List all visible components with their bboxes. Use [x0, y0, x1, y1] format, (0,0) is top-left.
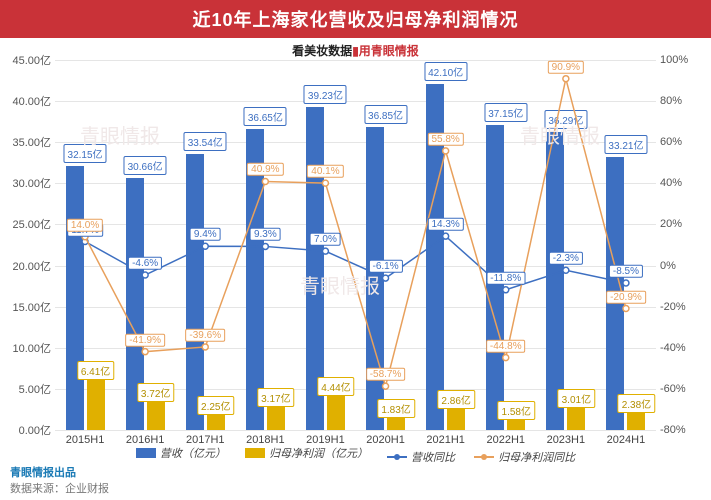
footer-source: 数据来源：企业财报	[10, 480, 701, 496]
revenue-yoy-label: 7.0%	[310, 233, 341, 246]
y-right-tick: -20%	[656, 301, 711, 313]
y-left-tick: 35.00亿	[0, 134, 55, 150]
y-left-tick: 0.00亿	[0, 422, 55, 438]
profit-yoy-label: 90.9%	[548, 61, 584, 74]
revenue-yoy-label: -6.1%	[368, 260, 402, 273]
y-left-tick: 30.00亿	[0, 175, 55, 191]
revenue-yoy-line	[85, 236, 626, 290]
y-right-tick: -80%	[656, 424, 711, 436]
revenue-yoy-label: -11.8%	[486, 272, 525, 285]
revenue-yoy-label: -8.5%	[609, 265, 643, 278]
y-left-tick: 45.00亿	[0, 52, 55, 68]
revenue-yoy-label: 9.3%	[250, 228, 281, 241]
profit-yoy-label: -39.6%	[185, 329, 225, 342]
y-right-tick: -60%	[656, 383, 711, 395]
y-right-tick: 40%	[656, 177, 711, 189]
profit-yoy-label: 40.1%	[307, 165, 343, 178]
chart-area: 32.15亿6.41亿2015H130.66亿3.72亿2016H133.54亿…	[55, 60, 656, 430]
footer-brand: 青眼情报出品	[10, 464, 701, 480]
y-left-tick: 40.00亿	[0, 93, 55, 109]
y-left-tick: 25.00亿	[0, 216, 55, 232]
y-left-tick: 10.00亿	[0, 340, 55, 356]
y-right-tick: 20%	[656, 218, 711, 230]
profit-yoy-label: -44.8%	[486, 339, 526, 352]
revenue-yoy-label: -2.3%	[549, 252, 583, 265]
y-left-tick: 15.00亿	[0, 299, 55, 315]
chart-title: 近10年上海家化营收及归母净利润情况	[0, 0, 711, 38]
profit-yoy-label: 55.8%	[427, 133, 463, 146]
profit-yoy-line	[85, 79, 626, 387]
y-right-tick: 80%	[656, 95, 711, 107]
y-right-tick: 0%	[656, 260, 711, 272]
y-left-tick: 5.00亿	[0, 381, 55, 397]
y-right-tick: -40%	[656, 342, 711, 354]
revenue-yoy-label: -4.6%	[128, 257, 162, 270]
footer: 青眼情报出品 数据来源：企业财报	[0, 460, 711, 500]
y-right-tick: 100%	[656, 54, 711, 66]
revenue-yoy-label: 9.4%	[190, 228, 221, 241]
y-right-tick: 60%	[656, 136, 711, 148]
profit-yoy-label: 14.0%	[67, 219, 103, 232]
profit-yoy-label: -41.9%	[125, 333, 165, 346]
profit-yoy-label: -58.7%	[366, 368, 406, 381]
profit-yoy-label: 40.9%	[247, 163, 283, 176]
y-left-tick: 20.00亿	[0, 258, 55, 274]
revenue-yoy-label: 14.3%	[427, 218, 463, 231]
profit-yoy-label: -20.9%	[606, 290, 646, 303]
